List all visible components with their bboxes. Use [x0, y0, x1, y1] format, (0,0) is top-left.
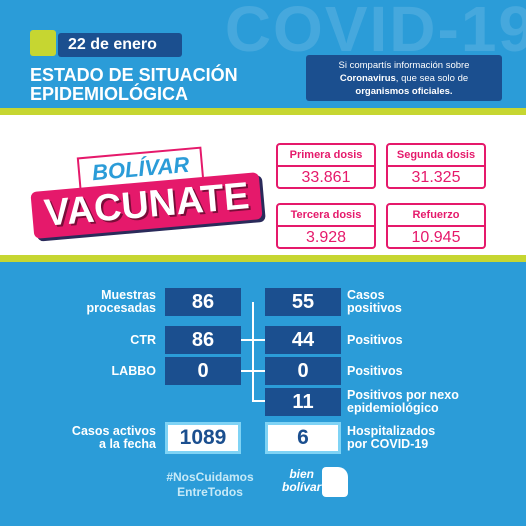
left-label: LABBO [111, 363, 156, 378]
vaccine-value: 33.861 [278, 165, 374, 187]
left-value: 86 [165, 288, 241, 316]
label-line: procesadas [86, 301, 156, 315]
watermark: COVID-19 [224, 0, 526, 65]
logo: bien bolívar [282, 468, 321, 494]
left-label: Casos activos a la fecha [72, 425, 156, 451]
label-line: a la fecha [99, 437, 156, 451]
label-line: Positivos por nexo [347, 388, 459, 402]
stripe [0, 255, 526, 262]
connector [241, 339, 265, 341]
title-line: ESTADO DE SITUACIÓN [30, 65, 238, 85]
label-line: Positivos [347, 332, 403, 347]
vaccine-box: Segunda dosis 31.325 [386, 143, 486, 189]
right-value: 55 [265, 288, 341, 316]
label-line: Casos activos [71, 424, 156, 438]
vaccine-value: 31.325 [388, 165, 484, 187]
calendar-icon [30, 30, 56, 56]
title-line: EPIDEMIOLÓGICA [30, 84, 189, 104]
left-label: CTR [130, 332, 156, 347]
left-value: 0 [165, 357, 241, 385]
title: ESTADO DE SITUACIÓN EPIDEMIOLÓGICA [30, 66, 238, 104]
connector [252, 400, 265, 402]
notice-line: Si compartís información sobre [338, 60, 470, 71]
label-line: Casos [347, 288, 385, 302]
label-line: Positivos [347, 363, 403, 378]
label-line: Hospitalizados [347, 424, 436, 438]
vaccine-box: Tercera dosis 3.928 [276, 203, 376, 249]
vaccine-label: Tercera dosis [290, 209, 362, 221]
vaccine-value: 10.945 [388, 225, 484, 247]
stripe [0, 108, 526, 115]
logo-text: bien [289, 467, 315, 481]
label-line: epidemiológico [347, 401, 439, 415]
right-label: Hospitalizados por COVID-19 [347, 425, 435, 451]
label-line: positivos [347, 301, 402, 315]
left-value: 1089 [165, 422, 241, 454]
vaccine-value: 3.928 [278, 225, 374, 247]
right-label: Casos positivos [347, 289, 402, 315]
left-label: Muestras procesadas [87, 289, 156, 315]
right-value: 44 [265, 326, 341, 354]
notice-line: Coronavirus, que sea solo de [306, 72, 502, 85]
label-line: CTR [130, 332, 156, 347]
left-value: 86 [165, 326, 241, 354]
notice: Si compartís información sobre Coronavir… [306, 55, 502, 101]
right-label: Positivos [347, 363, 403, 378]
hashtag-line: #NosCuidamos [166, 470, 254, 484]
logo-text: bolívar [282, 480, 322, 494]
logo-icon [322, 467, 348, 497]
vaccine-label: Primera dosis [289, 149, 363, 161]
connector [241, 370, 265, 372]
vaccine-label: Segunda dosis [396, 149, 476, 161]
hashtag: #NosCuidamos EntreTodos [150, 470, 270, 500]
vaccine-box: Refuerzo 10.945 [386, 203, 486, 249]
date: 22 de enero [58, 33, 182, 57]
right-label: Positivos por nexo epidemiológico [347, 389, 459, 415]
label-line: Muestras [101, 288, 156, 302]
label-line: por COVID-19 [347, 437, 429, 451]
right-value: 6 [265, 422, 341, 454]
notice-bold: Coronavirus [339, 73, 396, 84]
connector [252, 302, 254, 402]
vaccine-label: Refuerzo [412, 209, 460, 221]
notice-bold: organismos oficiales. [355, 86, 453, 97]
right-value: 0 [265, 357, 341, 385]
notice-text: , que sea solo de [395, 73, 469, 84]
right-label: Positivos [347, 332, 403, 347]
hashtag-line: EntreTodos [177, 485, 243, 499]
label-line: LABBO [111, 363, 156, 378]
right-value: 11 [265, 388, 341, 416]
vaccine-box: Primera dosis 33.861 [276, 143, 376, 189]
